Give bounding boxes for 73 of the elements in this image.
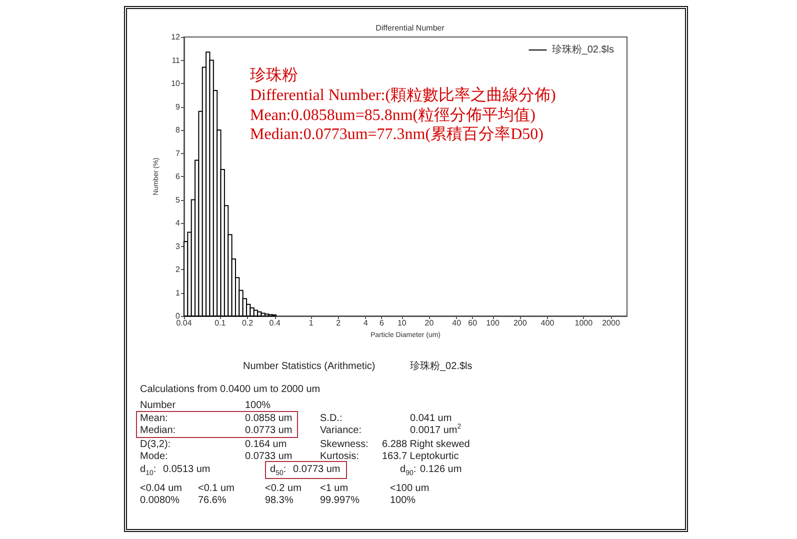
text: 98.3%: [265, 495, 294, 506]
text: S.D.:: [320, 413, 342, 424]
text: 163.7 Leptokurtic: [382, 451, 459, 462]
text: d$_{90}$:: [400, 464, 416, 477]
text: Calculations from 0.0400 um to 2000 um: [140, 384, 320, 395]
text: Skewness:: [320, 439, 368, 450]
text: 6.288 Right skewed: [382, 439, 470, 450]
x-tick-label: 0.2: [242, 318, 254, 328]
x-tick-label: 2: [336, 318, 342, 328]
text: 76.6%: [198, 495, 226, 506]
text: 0.0513 um: [163, 464, 210, 475]
text: Number Statistics (Arithmetic): [243, 361, 376, 372]
y-tick-label: 4: [176, 218, 181, 228]
text: <0.1 um: [198, 483, 234, 494]
y-tick-label: 1: [176, 288, 181, 298]
x-tick-label: 10: [397, 318, 407, 328]
text: Number: [140, 400, 176, 411]
x-tick-label: 1: [308, 318, 314, 328]
text: <0.2 um: [265, 483, 302, 494]
text: Median:: [140, 425, 176, 436]
x-tick-label: 4: [364, 318, 369, 328]
y-tick-label: 10: [171, 79, 181, 88]
text: 0.0773 um: [245, 425, 292, 436]
y-tick-label: 8: [176, 126, 181, 134]
text: 100%: [390, 495, 416, 506]
x-tick-label: 200: [513, 318, 528, 328]
text: 0.041 um: [410, 413, 452, 424]
x-tick-label: 1000: [574, 318, 594, 328]
text: Mean:: [140, 413, 168, 424]
text: d$_{10}$:: [140, 464, 156, 477]
y-tick-label: 12: [171, 32, 181, 42]
x-tick-label: 400: [540, 318, 555, 328]
text: 0.164 um: [245, 439, 287, 450]
annotation: Differential Number:(顆粒數比率之曲線分佈): [250, 87, 556, 104]
x-tick-label: 0.04: [176, 318, 192, 328]
text: <1 um: [320, 483, 348, 494]
x-tick-label: 0.1: [214, 318, 226, 328]
text: 0.0773 um: [293, 464, 340, 475]
text: 0.0080%: [140, 495, 180, 506]
text: 0.126 um: [420, 464, 462, 475]
chart-title: Differential Number: [376, 24, 445, 32]
text: 100%: [245, 400, 271, 411]
y-tick-label: 6: [176, 172, 181, 181]
x-tick-label: 20: [424, 318, 434, 328]
y-tick-label: 5: [176, 195, 181, 204]
y-tick-label: 11: [172, 56, 181, 65]
y-tick-label: 3: [176, 242, 181, 251]
x-tick-label: 2000: [602, 318, 620, 328]
y-tick-label: 9: [176, 102, 181, 112]
x-tick-label: 60: [468, 318, 478, 328]
y-tick-label: 2: [176, 265, 181, 274]
text: 珍珠粉_02.$ls: [410, 361, 472, 372]
text: 0.0733 um: [245, 451, 292, 462]
text: <0.04 um: [140, 483, 182, 494]
x-tick-label: 100: [486, 318, 500, 328]
x-tick-label: 6: [380, 318, 385, 328]
text: 0.0017 um$^{2}$: [410, 424, 462, 436]
annotation: Median:0.0773um=77.3nm(累積百分率D50): [250, 126, 544, 143]
legend-label: 珍珠粉_02.$ls: [552, 44, 614, 56]
text: 99.997%: [320, 495, 360, 506]
text: Mode:: [140, 451, 168, 462]
text: <100 um: [390, 483, 430, 494]
y-tick-label: 7: [176, 148, 181, 158]
text: Variance:: [320, 425, 362, 436]
text: D(3,2):: [140, 439, 171, 450]
text: Kurtosis:: [320, 451, 359, 462]
x-tick-label: 40: [452, 318, 462, 328]
annotation: Mean:0.0858um=85.8nm(粒徑分佈平均值): [250, 107, 536, 124]
text: d$_{50}$:: [270, 464, 286, 477]
text: 0.0858 um: [245, 413, 292, 424]
annotation: 珍珠粉: [250, 67, 298, 84]
x-tick-label: 0.4: [269, 318, 281, 328]
y-tick-label: 0: [176, 312, 181, 320]
